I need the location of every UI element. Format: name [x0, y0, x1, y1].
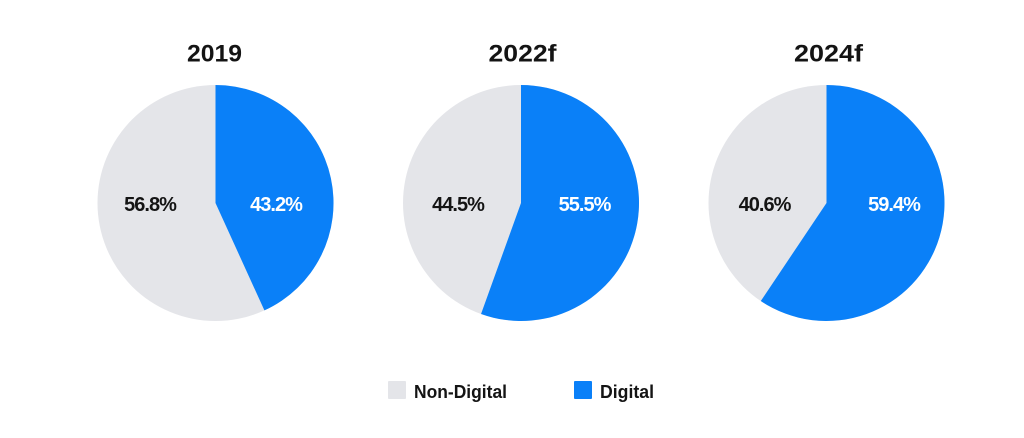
svg-text:59.4%: 59.4% — [868, 194, 921, 216]
svg-text:56.8%: 56.8% — [124, 194, 177, 216]
svg-text:Non-Digital: Non-Digital — [414, 382, 507, 402]
svg-text:40.6%: 40.6% — [739, 194, 792, 216]
svg-text:2019: 2019 — [187, 41, 242, 68]
svg-text:44.5%: 44.5% — [432, 194, 485, 216]
svg-text:2022f: 2022f — [489, 41, 558, 68]
svg-text:Digital: Digital — [600, 382, 654, 402]
svg-text:55.5%: 55.5% — [559, 194, 612, 216]
svg-text:2024f: 2024f — [794, 41, 864, 68]
svg-text:43.2%: 43.2% — [250, 194, 303, 216]
